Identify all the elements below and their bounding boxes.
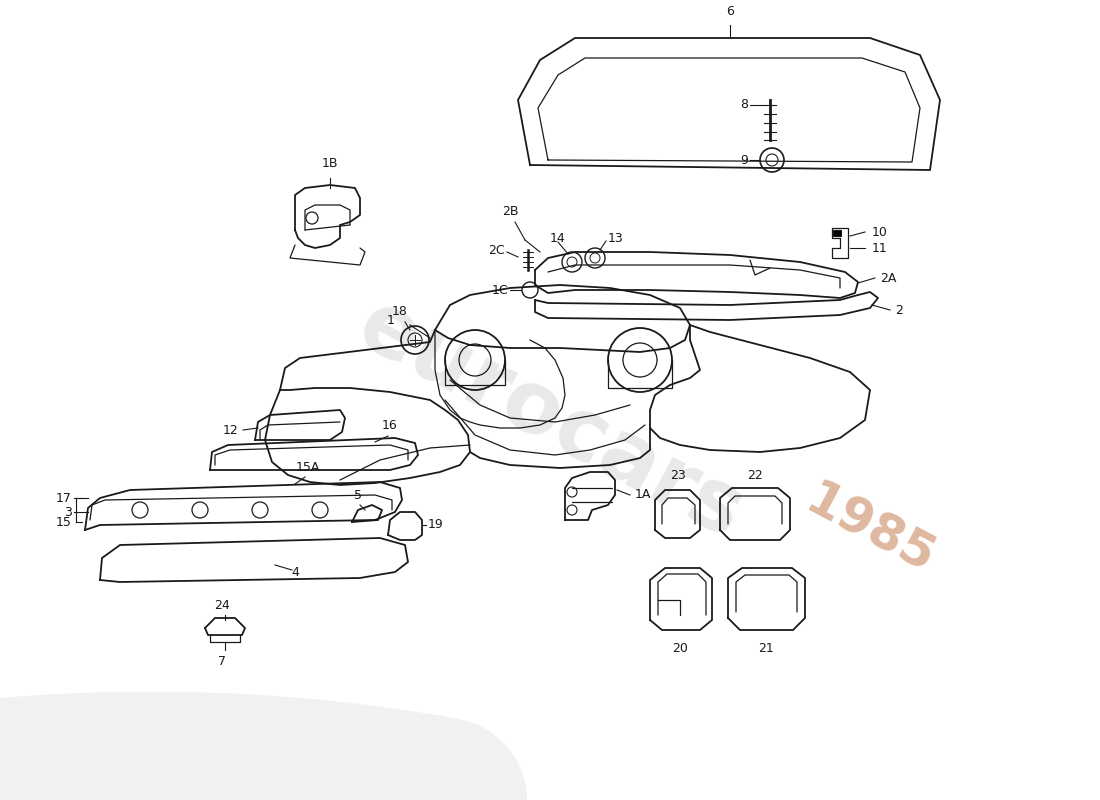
Bar: [833, 230, 842, 236]
Text: 13: 13: [608, 231, 624, 245]
Text: 1A: 1A: [635, 489, 651, 502]
Text: 21: 21: [758, 642, 774, 655]
Text: 9: 9: [740, 154, 748, 166]
Text: 20: 20: [672, 642, 688, 655]
Text: 2C: 2C: [488, 243, 505, 257]
Text: 22: 22: [747, 469, 763, 482]
Text: 10: 10: [872, 226, 888, 238]
Text: 15A: 15A: [296, 461, 320, 474]
Text: 2B: 2B: [502, 205, 518, 218]
Text: 7: 7: [218, 655, 226, 668]
Text: 19: 19: [428, 518, 443, 531]
Text: eurocars: eurocars: [343, 284, 757, 556]
Text: 8: 8: [740, 98, 748, 111]
Text: 1B: 1B: [321, 157, 339, 170]
Text: 12: 12: [222, 423, 238, 437]
Text: 11: 11: [872, 242, 888, 254]
Text: 2: 2: [895, 303, 903, 317]
Text: 2A: 2A: [880, 271, 896, 285]
Text: 1: 1: [387, 314, 395, 326]
Text: 18: 18: [392, 305, 408, 318]
Text: 14: 14: [550, 231, 565, 245]
Text: 23: 23: [670, 469, 686, 482]
Text: 24: 24: [214, 599, 230, 612]
Text: 4: 4: [292, 566, 299, 578]
Text: 3: 3: [64, 506, 72, 518]
Text: 16: 16: [382, 419, 398, 432]
Text: 1985: 1985: [798, 476, 943, 584]
Text: 17: 17: [56, 491, 72, 505]
Text: 15: 15: [56, 515, 72, 529]
Text: 6: 6: [726, 5, 734, 18]
Text: 5: 5: [354, 489, 362, 502]
Text: 1C: 1C: [492, 283, 508, 297]
